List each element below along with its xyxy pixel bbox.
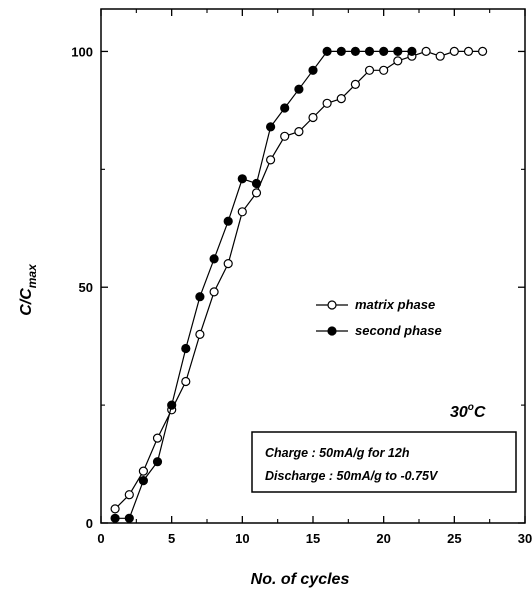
conditions-box-border bbox=[251, 431, 517, 493]
data-point-second-phase bbox=[209, 254, 219, 264]
data-point-matrix-phase bbox=[435, 51, 445, 61]
y-axis-title: C/Cmax bbox=[18, 263, 39, 316]
data-point-matrix-phase bbox=[379, 65, 389, 75]
data-point-second-phase bbox=[266, 122, 276, 132]
data-point-matrix-phase bbox=[124, 490, 134, 500]
data-point-second-phase bbox=[124, 513, 134, 523]
x-tick-label: 30 bbox=[518, 531, 532, 546]
temperature-label: 30oC bbox=[450, 402, 486, 421]
data-point-second-phase bbox=[251, 178, 262, 189]
data-point-second-phase bbox=[336, 46, 346, 57]
x-axis-title: No. of cycles bbox=[251, 571, 350, 588]
y-tick-label: 100 bbox=[71, 44, 93, 59]
series-line-second-phase bbox=[115, 50, 412, 519]
data-point-second-phase bbox=[110, 513, 120, 523]
data-point-matrix-phase bbox=[152, 433, 163, 443]
data-point-matrix-phase bbox=[195, 329, 205, 339]
data-point-second-phase bbox=[322, 46, 332, 57]
data-point-second-phase bbox=[138, 476, 148, 486]
data-series bbox=[110, 46, 488, 523]
data-point-matrix-phase bbox=[421, 46, 431, 57]
data-point-matrix-phase bbox=[110, 504, 120, 514]
data-point-matrix-phase bbox=[308, 112, 318, 123]
data-point-second-phase bbox=[393, 46, 403, 57]
x-tick-label: 20 bbox=[376, 531, 390, 546]
data-point-second-phase bbox=[181, 343, 191, 354]
data-point-second-phase bbox=[350, 46, 360, 57]
data-point-matrix-phase bbox=[463, 46, 474, 57]
conditions-discharge: Discharge : 50mA/g to -0.75V bbox=[265, 469, 439, 483]
series-matrix-phase bbox=[110, 46, 488, 514]
y-axis-title-main: C/C bbox=[18, 288, 35, 316]
conditions-charge: Charge : 50mA/g for 12h bbox=[265, 446, 410, 460]
data-point-second-phase bbox=[237, 174, 247, 184]
data-point-matrix-phase bbox=[350, 79, 360, 90]
data-point-matrix-phase bbox=[336, 93, 346, 104]
data-point-second-phase bbox=[223, 216, 233, 226]
series-second-phase bbox=[110, 46, 417, 523]
data-point-matrix-phase bbox=[280, 131, 290, 141]
data-point-matrix-phase bbox=[237, 207, 247, 217]
data-point-matrix-phase bbox=[209, 287, 219, 297]
conditions-box: Charge : 50mA/g for 12h Discharge : 50mA… bbox=[251, 431, 517, 493]
data-point-second-phase bbox=[294, 84, 304, 94]
data-point-matrix-phase bbox=[138, 466, 148, 476]
data-point-matrix-phase bbox=[364, 65, 375, 75]
data-point-matrix-phase bbox=[478, 46, 488, 57]
x-tick-label: 0 bbox=[97, 531, 104, 546]
y-tick-label: 50 bbox=[79, 280, 93, 295]
legend-marker-matrix bbox=[327, 300, 337, 310]
data-point-matrix-phase bbox=[322, 98, 332, 108]
data-point-second-phase bbox=[280, 103, 290, 113]
data-point-matrix-phase bbox=[266, 155, 276, 165]
legend: matrix phase second phase bbox=[316, 297, 442, 338]
y-tick-label: 0 bbox=[86, 516, 93, 531]
temperature-value: 30 bbox=[450, 404, 468, 421]
data-point-second-phase bbox=[152, 457, 163, 467]
data-point-matrix-phase bbox=[449, 46, 459, 57]
data-point-matrix-phase bbox=[294, 127, 304, 137]
axis-ticks bbox=[100, 9, 526, 524]
x-tick-label: 10 bbox=[235, 531, 249, 546]
data-point-second-phase bbox=[379, 46, 389, 57]
y-axis-title-sub: max bbox=[25, 263, 39, 288]
data-point-matrix-phase bbox=[393, 56, 403, 66]
x-tick-label: 15 bbox=[306, 531, 320, 546]
data-point-matrix-phase bbox=[223, 259, 233, 269]
temperature-unit: C bbox=[474, 404, 486, 421]
data-point-second-phase bbox=[407, 46, 417, 57]
data-point-matrix-phase bbox=[181, 376, 191, 387]
x-tick-label: 5 bbox=[168, 531, 175, 546]
temperature-degree: o bbox=[468, 402, 474, 413]
legend-marker-second bbox=[327, 326, 337, 336]
legend-label-matrix: matrix phase bbox=[355, 297, 435, 312]
data-point-second-phase bbox=[308, 65, 318, 75]
data-point-second-phase bbox=[195, 292, 205, 302]
data-point-second-phase bbox=[364, 46, 375, 57]
axis-tick-labels: 0 5 10 15 20 25 30 0 50 100 bbox=[71, 44, 532, 546]
legend-label-second: second phase bbox=[355, 323, 442, 338]
data-point-matrix-phase bbox=[251, 188, 262, 198]
x-tick-label: 25 bbox=[447, 531, 461, 546]
data-point-second-phase bbox=[167, 400, 177, 410]
